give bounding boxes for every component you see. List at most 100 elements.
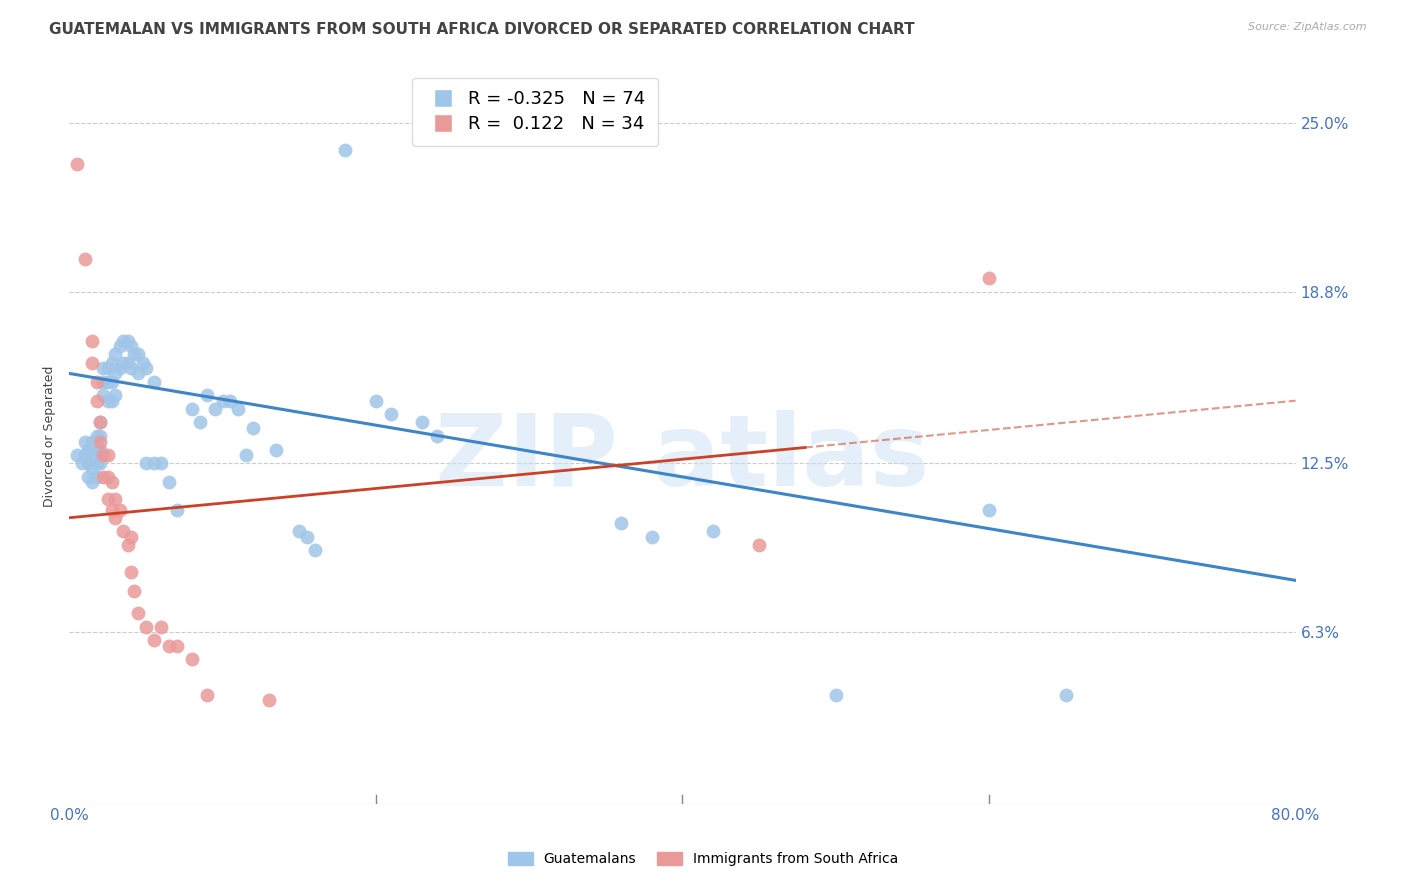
- Point: [304, 543, 326, 558]
- Point: [120, 339, 142, 353]
- Point: [89, 442, 111, 457]
- Point: [73, 252, 96, 266]
- Point: [748, 538, 770, 552]
- Point: [135, 620, 157, 634]
- Point: [82, 434, 104, 449]
- Point: [86, 375, 108, 389]
- Point: [66, 448, 89, 462]
- Point: [91, 470, 114, 484]
- Point: [426, 429, 449, 443]
- Point: [91, 388, 114, 402]
- Point: [82, 355, 104, 369]
- Point: [641, 530, 664, 544]
- Point: [211, 393, 233, 408]
- Point: [142, 375, 165, 389]
- Point: [127, 367, 149, 381]
- Point: [89, 434, 111, 449]
- Point: [86, 393, 108, 408]
- Point: [101, 355, 124, 369]
- Point: [702, 524, 724, 539]
- Point: [76, 442, 98, 457]
- Text: GUATEMALAN VS IMMIGRANTS FROM SOUTH AFRICA DIVORCED OR SEPARATED CORRELATION CHA: GUATEMALAN VS IMMIGRANTS FROM SOUTH AFRI…: [49, 22, 915, 37]
- Point: [181, 652, 204, 666]
- Point: [101, 475, 124, 490]
- Point: [108, 361, 131, 376]
- Point: [166, 639, 188, 653]
- Point: [150, 620, 173, 634]
- Point: [89, 456, 111, 470]
- Point: [181, 401, 204, 416]
- Point: [288, 524, 311, 539]
- Point: [104, 491, 127, 506]
- Point: [91, 448, 114, 462]
- Point: [117, 334, 139, 348]
- Point: [204, 401, 226, 416]
- Point: [111, 524, 134, 539]
- Point: [1054, 688, 1077, 702]
- Point: [101, 393, 124, 408]
- Point: [82, 448, 104, 462]
- Point: [120, 565, 142, 579]
- Point: [150, 456, 173, 470]
- Point: [97, 448, 120, 462]
- Point: [364, 393, 387, 408]
- Legend: Guatemalans, Immigrants from South Africa: Guatemalans, Immigrants from South Afric…: [502, 847, 904, 871]
- Point: [101, 375, 124, 389]
- Point: [135, 456, 157, 470]
- Point: [264, 442, 287, 457]
- Point: [257, 693, 280, 707]
- Point: [824, 688, 846, 702]
- Point: [120, 530, 142, 544]
- Point: [122, 347, 145, 361]
- Point: [610, 516, 633, 531]
- Point: [108, 339, 131, 353]
- Point: [166, 502, 188, 516]
- Point: [242, 421, 264, 435]
- Point: [195, 688, 218, 702]
- Point: [70, 456, 93, 470]
- Point: [104, 367, 127, 381]
- Text: ZIP atlas: ZIP atlas: [436, 409, 929, 507]
- Point: [108, 502, 131, 516]
- Point: [226, 401, 249, 416]
- Point: [977, 502, 1000, 516]
- Point: [295, 530, 318, 544]
- Point: [117, 538, 139, 552]
- Point: [82, 334, 104, 348]
- Point: [104, 347, 127, 361]
- Point: [73, 434, 96, 449]
- Point: [73, 448, 96, 462]
- Point: [104, 510, 127, 524]
- Point: [380, 407, 402, 421]
- Point: [97, 361, 120, 376]
- Point: [97, 491, 120, 506]
- Point: [86, 442, 108, 457]
- Y-axis label: Divorced or Separated: Divorced or Separated: [44, 366, 56, 507]
- Point: [219, 393, 242, 408]
- Point: [86, 456, 108, 470]
- Point: [335, 143, 357, 157]
- Point: [91, 361, 114, 376]
- Point: [97, 393, 120, 408]
- Legend: R = -0.325   N = 74, R =  0.122   N = 34: R = -0.325 N = 74, R = 0.122 N = 34: [412, 78, 658, 146]
- Point: [127, 606, 149, 620]
- Text: Source: ZipAtlas.com: Source: ZipAtlas.com: [1249, 22, 1367, 32]
- Point: [82, 461, 104, 475]
- Point: [120, 361, 142, 376]
- Point: [66, 157, 89, 171]
- Point: [135, 361, 157, 376]
- Point: [97, 375, 120, 389]
- Point: [411, 416, 433, 430]
- Point: [235, 448, 257, 462]
- Point: [76, 470, 98, 484]
- Point: [111, 355, 134, 369]
- Point: [89, 416, 111, 430]
- Point: [142, 633, 165, 648]
- Point: [157, 639, 180, 653]
- Point: [86, 470, 108, 484]
- Point: [977, 271, 1000, 285]
- Point: [142, 456, 165, 470]
- Point: [91, 375, 114, 389]
- Point: [89, 416, 111, 430]
- Point: [117, 355, 139, 369]
